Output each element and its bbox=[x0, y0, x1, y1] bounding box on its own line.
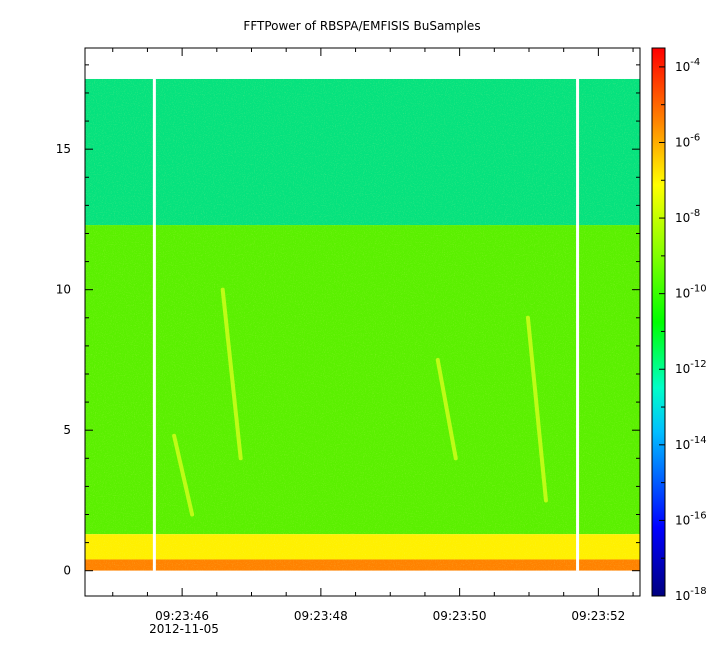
colorbar-tick-base: 10 bbox=[675, 60, 690, 74]
colorbar-tick-base: 10 bbox=[675, 135, 690, 149]
colorbar-tick-label: 10-12 bbox=[675, 359, 707, 376]
x-tick-label: 09:23:50 bbox=[433, 609, 487, 623]
wave-bursts bbox=[172, 287, 548, 517]
colorbar-tick-exponent: -8 bbox=[690, 208, 700, 219]
colorbar-tick-base: 10 bbox=[675, 362, 690, 376]
colorbar-tick-label: 10-4 bbox=[675, 57, 700, 74]
y-tick-label: 15 bbox=[56, 142, 71, 156]
colorbar-tick-base: 10 bbox=[675, 211, 690, 225]
spectrogram-noise bbox=[85, 78, 640, 571]
colorbar-tick-exponent: -6 bbox=[690, 132, 700, 143]
y-tick-label: 5 bbox=[63, 423, 71, 437]
data-gaps bbox=[86, 49, 639, 595]
y-tick-label: 10 bbox=[56, 283, 71, 297]
x-axis: 2012-11-05 09:23:46 09:23:48 09:23:50 09:23… bbox=[112, 48, 634, 636]
data-gap-1 bbox=[576, 78, 580, 571]
colorbar-tick-base: 10 bbox=[675, 438, 690, 452]
y-axis: 0 5 10 15 bbox=[56, 64, 640, 578]
colorbar-tick-label: 10-10 bbox=[675, 284, 707, 301]
y-tick-label: 0 bbox=[63, 564, 71, 578]
spectrogram-plot-area bbox=[84, 47, 641, 597]
colorbar-tick-base: 10 bbox=[675, 287, 690, 301]
colorbar-tick-label: 10-8 bbox=[675, 208, 700, 225]
colorbar-tick-exponent: -12 bbox=[690, 359, 706, 370]
noise-texture bbox=[85, 78, 640, 571]
colorbar-tick-label: 10-18 bbox=[675, 586, 707, 603]
colorbar-tick-exponent: -14 bbox=[690, 435, 706, 446]
wave-burst-1 bbox=[435, 357, 458, 461]
no-data-bottom bbox=[86, 570, 639, 595]
colorbar-tick-exponent: -16 bbox=[690, 510, 706, 521]
x-tick-label: 09:23:48 bbox=[294, 609, 348, 623]
colorbar-gradient bbox=[651, 47, 666, 597]
wave-burst-2 bbox=[525, 315, 548, 503]
x-date-label: 2012-11-05 bbox=[149, 622, 219, 636]
colorbar-tick-exponent: -10 bbox=[690, 284, 706, 295]
plot-frame bbox=[84, 47, 641, 597]
data-gap-0 bbox=[152, 78, 156, 571]
wave-burst-0 bbox=[220, 287, 243, 461]
chart-title: FFTPower of RBSPA/EMFISIS BuSamples bbox=[243, 19, 480, 33]
colorbar-tick-exponent: -18 bbox=[690, 586, 706, 597]
wave-burst-3 bbox=[172, 433, 195, 517]
x-tick-label: 09:23:52 bbox=[571, 609, 625, 623]
colorbar-tick-exponent: -4 bbox=[690, 57, 700, 68]
colorbar-tick-label: 10-14 bbox=[675, 435, 707, 452]
colorbar-tick-label: 10-6 bbox=[675, 132, 700, 149]
colorbar-tick-base: 10 bbox=[675, 589, 690, 603]
no-data-top bbox=[86, 49, 639, 79]
colorbar-tick-base: 10 bbox=[675, 513, 690, 527]
colorbar-tick-label: 10-16 bbox=[675, 510, 707, 527]
x-tick-label: 09:23:46 bbox=[155, 609, 209, 623]
